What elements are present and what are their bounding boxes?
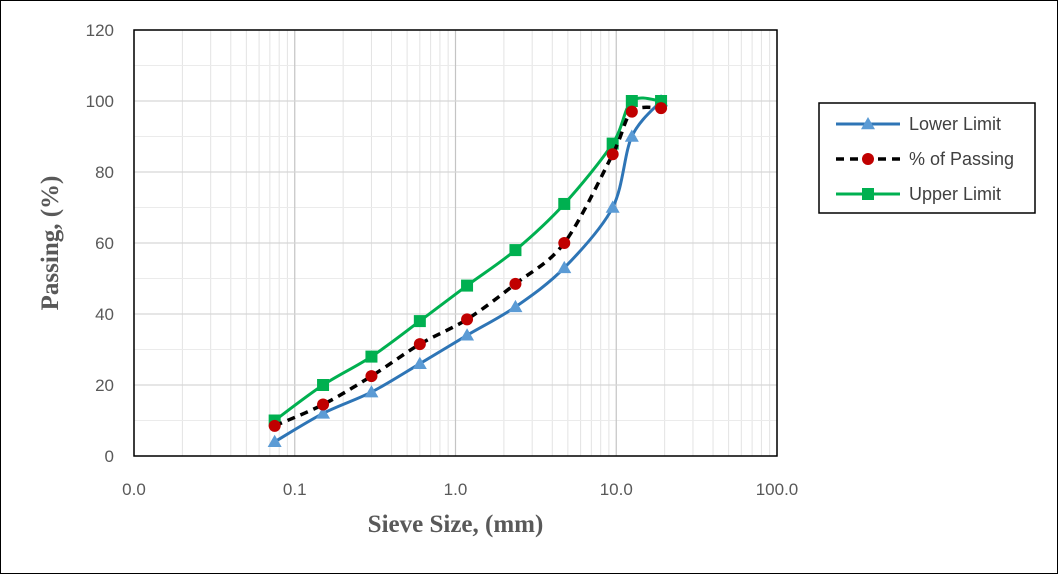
legend-marker [862,153,874,165]
y-tick-label: 20 [95,376,114,395]
data-point [625,95,638,107]
data-point [317,379,330,391]
y-tick-label: 100 [86,92,114,111]
data-point [460,328,475,341]
data-point [267,434,282,448]
data-point [365,370,378,383]
x-tick-label: 10.0 [600,480,633,499]
data-point [364,385,379,398]
legend: Lower Limit % of Passing Upper Limit [818,102,1036,214]
y-tick-label: 40 [95,305,114,324]
data-point [461,279,474,292]
series-line [273,96,662,422]
data-point [557,260,572,274]
data-point [509,244,522,257]
legend-marker [862,188,874,200]
x-tick-label: 1.0 [444,480,468,499]
data-point [558,197,571,210]
data-point [655,102,668,115]
data-point [461,313,474,326]
y-tick-label: 120 [86,21,114,40]
data-point [365,350,378,363]
legend-entry: % of Passing [836,149,1014,169]
data-point [508,299,523,313]
y-tick-label: 80 [95,163,114,182]
y-tick-label: 60 [95,234,114,253]
y-axis-ticks: 0 20 40 60 80 100 120 [86,21,114,466]
series-upper-limit [268,95,668,427]
data-point [412,356,427,369]
legend-entry: Lower Limit [836,114,1001,134]
legend-marker [861,117,875,130]
x-tick-label: 100.0 [756,480,799,499]
series-of-passing [268,102,668,432]
series-line [273,105,662,428]
x-tick-label: 0.1 [283,480,307,499]
data-point [413,338,426,351]
y-tick-label: 0 [105,447,114,466]
data-point [317,398,330,411]
data-point [558,237,571,249]
series-lower-limit [267,94,669,448]
legend-entry: Upper Limit [836,184,1001,204]
data-point [605,200,620,213]
data-point [268,419,281,432]
data-point [625,105,638,118]
legend-label: % of Passing [909,149,1014,169]
data-point [413,315,426,328]
x-axis-title: Sieve Size, (mm) [368,511,544,538]
series-line [273,99,663,444]
series-layer [267,94,669,448]
data-point [606,148,619,161]
y-axis-title: Passing, (%) [37,176,64,311]
legend-label: Lower Limit [909,114,1001,134]
legend-entries: Lower Limit % of Passing Upper Limit [836,114,1014,204]
data-point [509,277,522,290]
x-tick-label: 0.0 [122,480,146,499]
data-point [624,129,639,142]
x-axis-ticks: 0.0 0.1 1.0 10.0 100.0 [122,480,798,499]
legend-label: Upper Limit [909,184,1001,204]
data-point [316,406,331,419]
plot-area-border [133,29,778,457]
